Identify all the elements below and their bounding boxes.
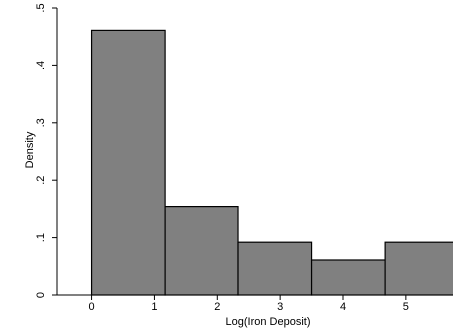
x-tick-label-0: 0	[89, 301, 95, 313]
x-tick-label-2: 2	[214, 301, 220, 313]
x-tick-label-3: 3	[277, 301, 283, 313]
histogram-bar-4	[310, 259, 386, 296]
x-tick-label-4: 4	[340, 301, 346, 313]
y-tick-label-0: 0	[35, 292, 47, 298]
bars-layer	[90, 29, 453, 296]
x-axis-title: Log(Iron Deposit)	[226, 316, 311, 328]
y-tick-label-0-2: .2	[35, 176, 47, 185]
y-tick-label-0-3: .3	[35, 118, 47, 127]
histogram-bar-2	[164, 206, 239, 296]
axes-layer	[56, 8, 453, 296]
y-tick-label-0-4: .4	[35, 61, 47, 70]
histogram-bar-1	[90, 29, 166, 296]
histogram-bar-3	[237, 241, 313, 296]
y-tick-label-0-5: .5	[35, 3, 47, 12]
y-tick-label-0-1: .1	[35, 233, 47, 242]
x-tick-label-1: 1	[151, 301, 157, 313]
histogram-bar-5	[384, 241, 453, 296]
y-axis-title: Density	[24, 131, 36, 168]
ticks-layer: 0 1 2 3 4 5 0 .1 .2 .3 .4 .5	[35, 3, 409, 313]
x-tick-label-5: 5	[403, 301, 409, 313]
